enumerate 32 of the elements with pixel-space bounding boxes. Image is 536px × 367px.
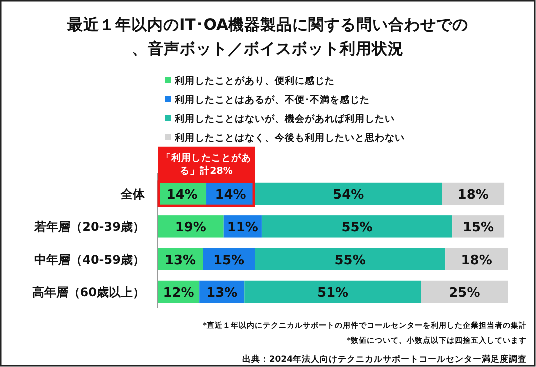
bar (255, 182, 442, 206)
data-label: 15% (462, 220, 494, 236)
legend-label: 利用したことはなく、今後も利用したいと思わない (174, 132, 405, 144)
y-tick-label: 全体 (120, 188, 146, 202)
legend-label: 利用したことはあるが、不便･不満を感じた (174, 94, 370, 106)
data-label: 14% (166, 188, 198, 204)
data-label: 12% (163, 286, 194, 301)
bar (244, 280, 422, 304)
data-label: 55% (342, 220, 373, 236)
annotation: 「利用したことがある」計28% (162, 152, 252, 177)
data-label: 18% (461, 253, 492, 268)
data-label: 51% (317, 286, 349, 301)
data-label: 11% (227, 220, 258, 236)
data-label: 13% (206, 286, 238, 301)
data-label: 18% (458, 188, 489, 204)
bar (255, 248, 446, 270)
data-label: 55% (334, 253, 366, 268)
y-tick-label: 中年層（40-59歳） (34, 252, 145, 267)
data-label: 25% (449, 286, 480, 301)
chart-title: 最近１年以内のIT･OA機器製品に関する問い合わせでの、音声ボット／ボイスボット利用状況 (66, 16, 469, 58)
data-label: 54% (333, 188, 364, 204)
source-note: 出典：2024年法人向けテクニカルサポートコールセンター満足度調査 (242, 354, 527, 365)
legend-label: 利用したことがあり、便利に感じた (174, 75, 335, 87)
data-label: 14% (215, 188, 246, 204)
y-tick-label: 高年層（60歳以上） (32, 285, 145, 300)
bar (421, 280, 508, 304)
data-label: 19% (175, 220, 206, 236)
legend-label: 利用したことはないが、機会があれば利用したい (174, 113, 395, 125)
data-label: 15% (213, 253, 245, 268)
y-tick-label: 若年層（20-39歳） (34, 220, 145, 234)
data-label: 13% (164, 253, 196, 268)
bar (262, 216, 453, 238)
